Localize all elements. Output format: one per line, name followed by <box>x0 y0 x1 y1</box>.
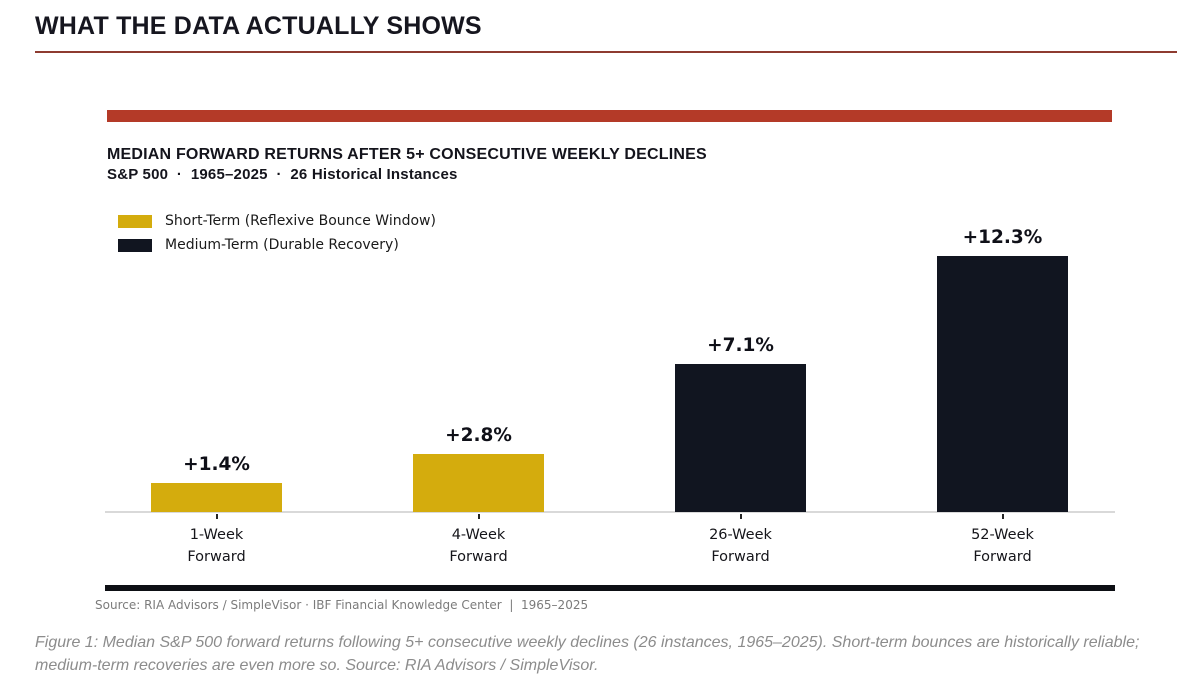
x-axis-label: 26-Week Forward <box>635 524 846 568</box>
x-axis-label-line1: 4-Week <box>451 527 506 543</box>
source-note: Source: RIA Advisors / SimpleVisor · IBF… <box>95 598 589 612</box>
x-axis-label-line1: 1-Week <box>189 527 244 543</box>
chart-title: MEDIAN FORWARD RETURNS AFTER 5+ CONSECUT… <box>107 146 707 163</box>
bar-value-label: +1.4% <box>183 454 250 475</box>
x-axis-tick <box>739 514 742 519</box>
bar-26-week <box>675 364 806 512</box>
x-axis-label-line2: Forward <box>973 549 1032 565</box>
bar-value-label: +2.8% <box>445 425 512 446</box>
x-axis-tick <box>215 514 218 519</box>
legend-item-medium-term: Medium-Term (Durable Recovery) <box>118 237 436 253</box>
legend-swatch-medium-term-icon <box>118 238 152 252</box>
x-axis-label-line2: Forward <box>449 549 508 565</box>
figure-bottom-rule <box>105 585 1115 591</box>
x-axis-line <box>105 511 1115 513</box>
x-axis-label-line2: Forward <box>187 549 246 565</box>
legend-swatch-short-term-icon <box>118 214 152 228</box>
x-axis-label-line1: 52-Week <box>971 527 1034 543</box>
x-axis-label: 1-Week Forward <box>111 524 322 568</box>
x-axis-label: 52-Week Forward <box>897 524 1108 568</box>
legend-item-short-term: Short-Term (Reflexive Bounce Window) <box>118 213 436 229</box>
legend-label-short-term: Short-Term (Reflexive Bounce Window) <box>165 213 436 229</box>
x-axis-label: 4-Week Forward <box>373 524 584 568</box>
chart-subtitle: S&P 500 · 1965–2025 · 26 Historical Inst… <box>107 166 458 183</box>
bar-value-label: +12.3% <box>962 227 1043 248</box>
legend-label-medium-term: Medium-Term (Durable Recovery) <box>165 237 399 253</box>
x-axis-label-line1: 26-Week <box>709 527 772 543</box>
bar-52-week <box>937 256 1068 512</box>
legend: Short-Term (Reflexive Bounce Window) Med… <box>118 213 436 261</box>
x-axis-tick <box>477 514 480 519</box>
page-title: WHAT THE DATA ACTUALLY SHOWS <box>35 12 482 40</box>
x-axis-tick <box>1001 514 1004 519</box>
bar-value-label: +7.1% <box>707 335 774 356</box>
figure-caption: Figure 1: Median S&P 500 forward returns… <box>35 634 1140 674</box>
bar-4-week <box>413 454 544 512</box>
accent-bar <box>107 110 1112 122</box>
title-underline <box>35 51 1177 53</box>
bar-1-week <box>151 483 282 512</box>
x-axis-label-line2: Forward <box>711 549 770 565</box>
